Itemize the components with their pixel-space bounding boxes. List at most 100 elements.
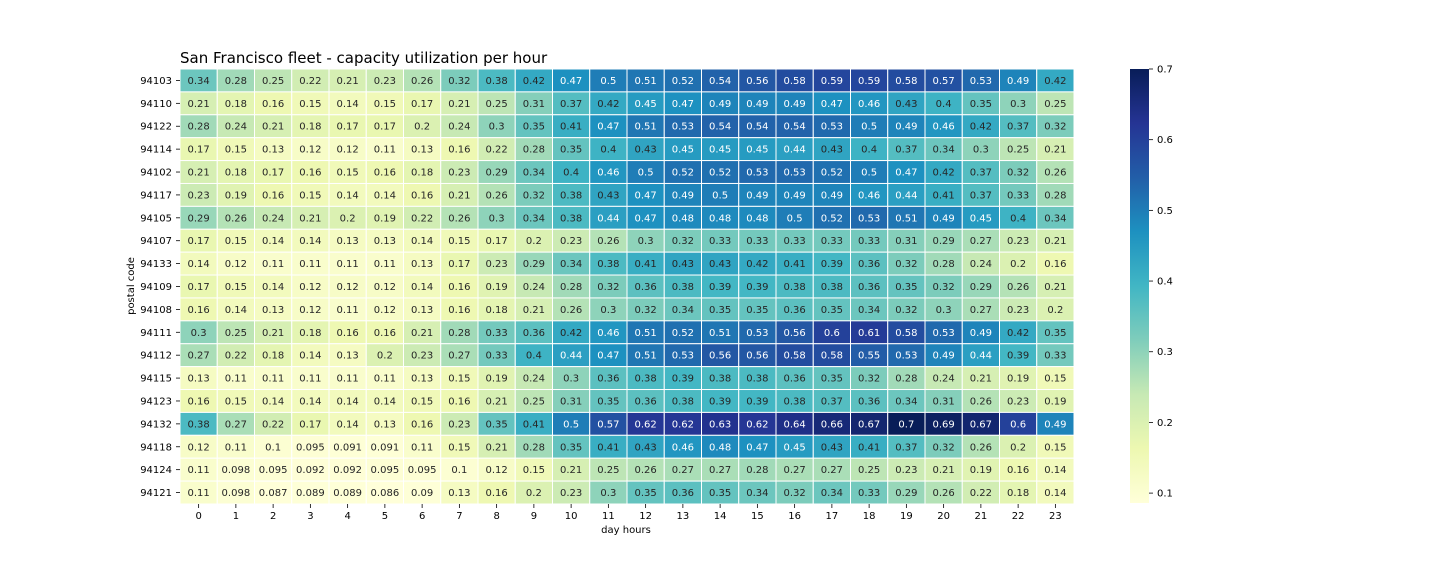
cell-value-label: 0.62: [672, 419, 694, 430]
x-tick-label: 9: [531, 511, 537, 522]
cell-value-label: 0.16: [374, 328, 396, 339]
cell-value-label: 0.32: [932, 282, 954, 293]
cell-value-label: 0.45: [709, 145, 731, 156]
cell-value-label: 0.26: [1007, 282, 1029, 293]
cell-value-label: 0.24: [448, 122, 470, 133]
cell-value-label: 0.21: [187, 168, 209, 179]
cell-value-label: 0.49: [1007, 76, 1029, 87]
colorbar: [1130, 69, 1149, 503]
cell-value-label: 0.54: [746, 122, 768, 133]
cell-value-label: 0.11: [225, 442, 247, 453]
cell-value-label: 0.15: [374, 99, 396, 110]
cell-value-label: 0.19: [485, 374, 507, 385]
cell-value-label: 0.28: [523, 145, 545, 156]
cell-value-label: 0.42: [1044, 76, 1066, 87]
x-tick-label: 3: [307, 511, 313, 522]
cell-value-label: 0.13: [374, 419, 396, 430]
cell-value-label: 0.27: [187, 351, 209, 362]
cell-value-label: 0.49: [746, 99, 768, 110]
cell-value-label: 0.38: [634, 374, 656, 385]
cell-value-label: 0.28: [187, 122, 209, 133]
cell-value-label: 0.33: [1044, 351, 1066, 362]
cell-value-label: 0.12: [374, 305, 396, 316]
cell-value-label: 0.12: [485, 465, 507, 476]
cell-value-label: 0.34: [1044, 213, 1066, 224]
cell-value-label: 0.45: [970, 213, 992, 224]
x-tick-label: 16: [788, 511, 801, 522]
cell-value-label: 0.19: [485, 282, 507, 293]
cell-value-label: 0.49: [1044, 419, 1066, 430]
cell-value-label: 0.49: [783, 190, 805, 201]
cell-value-label: 0.1: [265, 442, 281, 453]
cell-value-label: 0.7: [898, 419, 914, 430]
cell-value-label: 0.23: [448, 419, 470, 430]
cell-value-label: 0.36: [634, 282, 656, 293]
cell-value-label: 0.38: [560, 213, 582, 224]
cell-value-label: 0.17: [485, 236, 507, 247]
cell-value-label: 0.17: [187, 145, 209, 156]
x-tick-label: 13: [677, 511, 690, 522]
x-tick-label: 6: [419, 511, 425, 522]
cell-value-label: 0.12: [336, 282, 358, 293]
colorbar-tick-label: 0.5: [1157, 206, 1173, 217]
cell-value-label: 0.15: [299, 99, 321, 110]
cell-value-label: 0.15: [299, 190, 321, 201]
y-tick-label: 94110: [140, 99, 172, 110]
cell-value-label: 0.5: [638, 168, 654, 179]
cell-value-label: 0.15: [411, 396, 433, 407]
cell-value-label: 0.44: [895, 190, 917, 201]
cell-value-label: 0.22: [299, 76, 321, 87]
heatmap-cells: 0.34 0.28 0.25 0.22 0.21 0.23 0.26 0.32 0.38 0.42…: [179, 68, 1075, 505]
cell-value-label: 0.27: [821, 465, 843, 476]
cell-value-label: 0.42: [746, 259, 768, 270]
cell-value-label: 0.41: [858, 442, 880, 453]
cell-value-label: 0.46: [597, 328, 619, 339]
cell-value-label: 0.11: [374, 374, 396, 385]
cell-value-label: 0.53: [783, 168, 805, 179]
cell-value-label: 0.27: [672, 465, 694, 476]
cell-value-label: 0.24: [970, 259, 992, 270]
cell-value-label: 0.3: [600, 488, 616, 499]
cell-value-label: 0.22: [970, 488, 992, 499]
cell-value-label: 0.58: [783, 351, 805, 362]
cell-value-label: 0.12: [299, 305, 321, 316]
x-tick-label: 12: [639, 511, 652, 522]
cell-value-label: 0.32: [895, 259, 917, 270]
cell-value-label: 0.14: [187, 259, 209, 270]
cell-value-label: 0.58: [895, 328, 917, 339]
cell-value-label: 0.35: [895, 282, 917, 293]
cell-value-label: 0.25: [1007, 145, 1029, 156]
cell-value-label: 0.16: [448, 282, 470, 293]
cell-value-label: 0.47: [560, 76, 582, 87]
colorbar-ticks: 0.1 0.2 0.3 0.4 0.5 0.6 0.7: [1149, 65, 1173, 500]
y-tick-labels: 94103 94110 94122 94114 94102 94117 94105 94107…: [140, 76, 180, 499]
cell-value-label: 0.45: [634, 99, 656, 110]
cell-value-label: 0.16: [448, 305, 470, 316]
cell-value-label: 0.5: [861, 168, 877, 179]
cell-value-label: 0.2: [1010, 259, 1026, 270]
cell-value-label: 0.23: [1007, 305, 1029, 316]
cell-value-label: 0.2: [414, 122, 430, 133]
cell-value-label: 0.4: [563, 168, 579, 179]
cell-value-label: 0.34: [523, 168, 545, 179]
cell-value-label: 0.23: [485, 259, 507, 270]
x-tick-label: 20: [937, 511, 950, 522]
cell-value-label: 0.28: [448, 328, 470, 339]
cell-value-label: 0.13: [374, 236, 396, 247]
cell-value-label: 0.58: [895, 76, 917, 87]
x-tick-label: 4: [344, 511, 350, 522]
cell-value-label: 0.21: [411, 328, 433, 339]
cell-value-label: 0.46: [858, 99, 880, 110]
cell-value-label: 0.46: [597, 168, 619, 179]
cell-value-label: 0.69: [932, 419, 954, 430]
cell-value-label: 0.3: [191, 328, 207, 339]
cell-value-label: 0.47: [597, 122, 619, 133]
cell-value-label: 0.33: [709, 236, 731, 247]
cell-value-label: 0.16: [411, 419, 433, 430]
cell-value-label: 0.18: [1007, 488, 1029, 499]
cell-value-label: 0.14: [336, 99, 358, 110]
colorbar-tick-label: 0.2: [1157, 418, 1173, 429]
cell-value-label: 0.25: [225, 328, 247, 339]
cell-value-label: 0.27: [709, 465, 731, 476]
cell-value-label: 0.12: [299, 145, 321, 156]
